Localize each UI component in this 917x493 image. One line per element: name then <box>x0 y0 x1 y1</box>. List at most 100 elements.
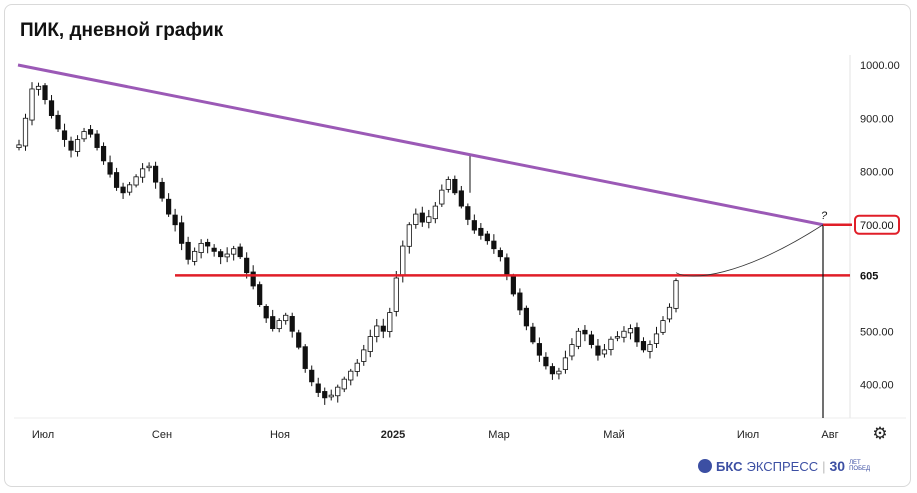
y-tick-label: 1000.00 <box>860 60 900 72</box>
candle <box>211 247 217 252</box>
candle <box>48 100 55 116</box>
candle <box>582 329 588 335</box>
candle <box>192 250 198 262</box>
candle <box>29 88 35 121</box>
candle <box>172 214 178 226</box>
candle <box>653 333 660 344</box>
brand-separator: | <box>822 458 826 474</box>
candle <box>263 306 269 319</box>
candle <box>504 257 510 276</box>
candle <box>166 198 172 215</box>
candle <box>107 162 113 175</box>
candle <box>471 220 477 231</box>
candle <box>510 275 516 295</box>
chart-title: ПИК, дневной график <box>20 20 224 41</box>
candle <box>465 206 471 220</box>
candle <box>231 248 237 255</box>
candle <box>94 133 100 148</box>
candle <box>87 129 94 135</box>
candle <box>614 336 621 339</box>
candle <box>380 325 386 332</box>
candle <box>530 326 536 343</box>
candle <box>126 184 133 193</box>
candle <box>16 144 22 148</box>
candle <box>673 280 679 309</box>
candle <box>634 327 640 343</box>
candle <box>198 242 204 253</box>
candle <box>68 140 74 151</box>
candle <box>289 316 295 332</box>
target-level-label: 700.00 <box>860 220 894 232</box>
candle <box>250 271 256 287</box>
candle <box>159 181 165 199</box>
candle <box>452 178 458 194</box>
brand-anniversary-text: ЛЕТ ПОБЕД <box>849 460 871 472</box>
candle <box>270 316 276 329</box>
candle <box>621 330 627 338</box>
x-tick-label: Май <box>603 429 625 441</box>
candle <box>432 205 438 220</box>
y-tick-label: 400.00 <box>860 380 894 392</box>
candle <box>361 349 367 362</box>
brand-name-bold: БКС <box>716 458 743 474</box>
candle <box>35 85 42 90</box>
candle <box>283 314 289 322</box>
candle <box>179 222 185 244</box>
candle <box>387 312 393 333</box>
candle <box>478 227 484 236</box>
candle <box>42 85 48 101</box>
projection-curve <box>675 224 824 277</box>
brand-anniversary-number: 30 <box>829 458 846 474</box>
y-tick-label: 800.00 <box>860 167 894 179</box>
candle <box>608 338 614 350</box>
candle <box>354 362 360 372</box>
candle <box>367 336 373 352</box>
candle <box>55 114 61 130</box>
resistance-trendline[interactable] <box>17 63 824 227</box>
x-tick-label: Июл <box>737 429 759 441</box>
candle <box>406 224 412 247</box>
candle <box>569 344 575 357</box>
candle <box>139 168 146 178</box>
candle <box>627 328 634 334</box>
brand-name: ЭКСПРЕСС <box>746 458 819 474</box>
candle <box>601 349 608 355</box>
candle <box>74 139 81 152</box>
candle <box>439 189 445 205</box>
candle <box>588 334 595 345</box>
target-level-badge <box>854 214 900 235</box>
candle <box>257 284 263 306</box>
candle <box>575 330 582 347</box>
candle <box>244 257 250 274</box>
candle <box>374 325 380 337</box>
x-tick-label: Мар <box>488 429 510 441</box>
candle <box>413 213 419 225</box>
candle <box>61 130 68 140</box>
candle <box>224 253 230 258</box>
candle <box>276 320 282 330</box>
candle <box>185 241 191 260</box>
y-tick-label: 500.00 <box>860 326 894 338</box>
candle <box>497 250 503 258</box>
x-tick-label: Июл <box>32 429 54 441</box>
candle <box>660 320 666 333</box>
candle <box>309 369 315 383</box>
candle <box>647 344 653 352</box>
candle <box>419 212 425 223</box>
annotation-question: ? <box>821 210 828 222</box>
x-tick-label: 2025 <box>381 429 405 441</box>
candle <box>517 292 523 311</box>
x-tick-label: Авг <box>821 429 838 441</box>
candle <box>556 370 562 375</box>
candle <box>549 366 556 375</box>
settings-gear-icon[interactable]: ⚙ <box>872 424 888 443</box>
candle <box>348 370 354 381</box>
candle <box>81 131 87 140</box>
candle <box>113 172 120 188</box>
y-tick-label: 900.00 <box>860 113 894 125</box>
candle <box>445 179 451 190</box>
candle <box>315 383 321 393</box>
candle <box>100 145 107 162</box>
candle <box>393 277 399 312</box>
